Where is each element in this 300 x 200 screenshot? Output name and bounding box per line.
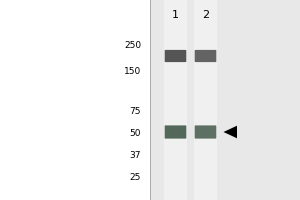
Polygon shape: [224, 126, 237, 138]
FancyBboxPatch shape: [195, 50, 216, 62]
Bar: [0, 0, 150, 200]
FancyBboxPatch shape: [195, 125, 216, 139]
Text: 75: 75: [130, 106, 141, 116]
FancyBboxPatch shape: [165, 125, 186, 139]
Text: 250: 250: [124, 40, 141, 49]
Text: 1: 1: [172, 10, 179, 20]
Text: 150: 150: [124, 66, 141, 75]
Bar: [164, 0, 187, 200]
FancyBboxPatch shape: [165, 50, 186, 62]
Text: 2: 2: [202, 10, 209, 20]
Text: 37: 37: [130, 150, 141, 160]
Text: 25: 25: [130, 172, 141, 182]
Bar: [150, 0, 300, 200]
Text: 50: 50: [130, 129, 141, 138]
Bar: [194, 0, 217, 200]
